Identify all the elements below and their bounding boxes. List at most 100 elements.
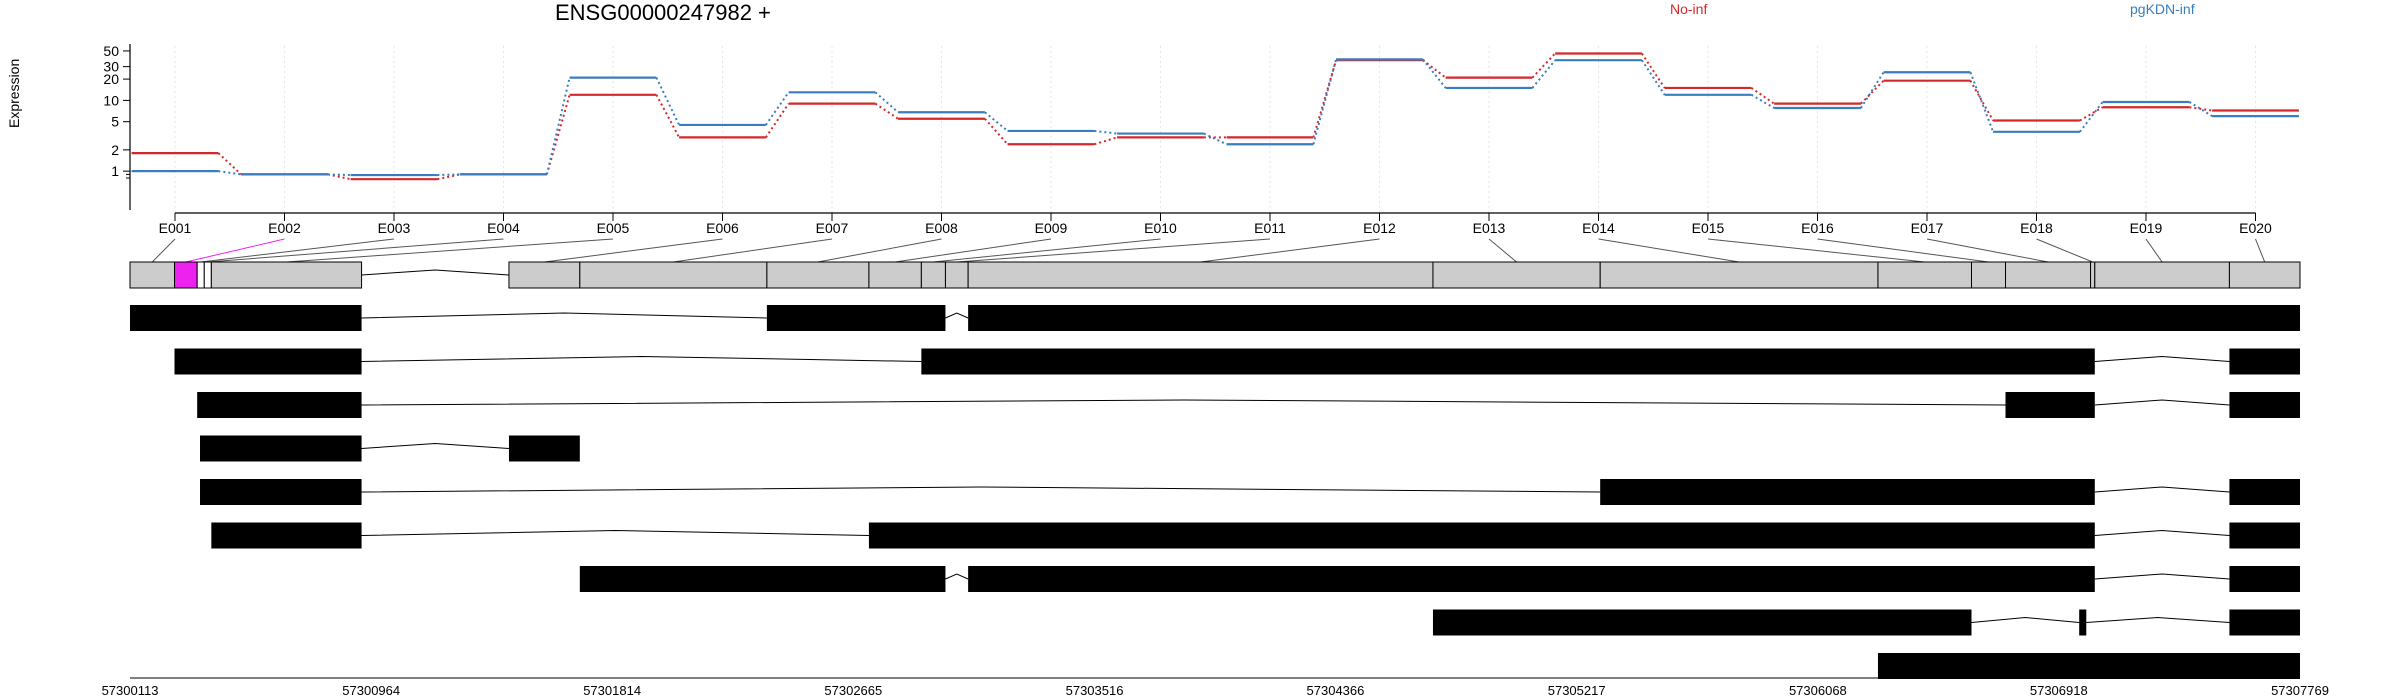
transcript-exon	[200, 435, 362, 462]
series-connector	[217, 152, 242, 176]
exon-tick-label: E015	[1692, 220, 1725, 236]
exon-tick-label: E017	[1911, 220, 1944, 236]
exon-connector	[1707, 238, 1925, 263]
exon-connector	[544, 238, 723, 263]
genomic-tick-label: 57305217	[1548, 683, 1606, 698]
gene-exon-box	[1599, 261, 1879, 289]
gene-exon-box	[1970, 261, 2007, 289]
series-connector	[874, 91, 899, 113]
exon-tick-label: E018	[2020, 220, 2053, 236]
transcript-exon	[2229, 392, 2300, 418]
y-tick-label: 5	[111, 114, 119, 130]
transcript-exon	[130, 305, 362, 331]
series-connector	[1750, 93, 1775, 109]
exon-tick-label: E008	[925, 220, 958, 236]
series-connector	[1312, 59, 1338, 145]
genomic-tick-label: 57307769	[2271, 683, 2329, 698]
genomic-tick-label: 57306068	[1789, 683, 1847, 698]
y-tick-label: 30	[103, 59, 119, 75]
genomic-tick-label: 57306918	[2030, 683, 2088, 698]
exon-connector	[2255, 238, 2266, 263]
series-connector	[984, 118, 1009, 145]
exon-tick-label: E012	[1363, 220, 1396, 236]
series-connector	[655, 94, 680, 138]
exon-connector	[2145, 238, 2163, 263]
transcript-exon	[2229, 479, 2300, 505]
series-connector	[765, 103, 790, 138]
transcript-intron	[2094, 355, 2230, 362]
transcript-intron	[945, 312, 969, 319]
legend-entry-no-inf: No-inf	[1670, 1, 1708, 17]
exon-connectors	[151, 238, 2266, 263]
series-connector	[1203, 132, 1228, 146]
series-connector	[1860, 71, 1885, 109]
series-connector	[1750, 87, 1775, 105]
exon-connector	[151, 238, 176, 263]
y-tick-label: 1	[111, 163, 119, 179]
exon-tick-label: E019	[2130, 220, 2163, 236]
transcript-intron	[361, 529, 869, 536]
exon-tick-label: E014	[1582, 220, 1615, 236]
exon-connector	[2036, 238, 2093, 263]
y-tick-label: 50	[103, 43, 119, 59]
gene-exon-box	[2228, 261, 2301, 289]
transcript-exon	[868, 522, 2095, 549]
exon-tick-label: E020	[2239, 220, 2272, 236]
gene-exon-box	[203, 261, 212, 289]
legend-entry-pgkdn-inf: pgKDN-inf	[2130, 1, 2195, 17]
series-connector	[545, 77, 571, 175]
transcript-intron	[361, 355, 922, 362]
series-connector	[327, 173, 351, 181]
transcript-exon	[579, 566, 946, 592]
series-connector	[1641, 52, 1666, 89]
series-connector	[2079, 106, 2104, 122]
series-connector	[1094, 129, 1118, 135]
exon-connector	[1598, 238, 1740, 263]
exon-connector	[817, 238, 942, 263]
series-connector	[655, 77, 681, 126]
series-connector	[2079, 101, 2104, 133]
transcript-exon	[968, 305, 2300, 331]
gene-intron	[361, 269, 509, 276]
genomic-axis: 57300113 57300964 57301814 57302665 57303516…	[102, 677, 2329, 698]
gene-exon-box	[967, 261, 1434, 289]
grid-lines	[174, 46, 2256, 213]
transcript-exon	[2079, 609, 2087, 636]
transcript-exon	[2229, 522, 2300, 549]
series-connector	[327, 173, 351, 177]
exon-connector	[895, 238, 1052, 263]
transcript-exon	[766, 305, 946, 331]
series-connector	[1969, 71, 1995, 133]
transcript-intron	[361, 312, 767, 319]
series-connector	[1422, 59, 1447, 79]
gene-exon-box	[579, 261, 768, 289]
series-connector	[1860, 79, 1885, 105]
transcript-exon	[2005, 392, 2095, 418]
exon-axis: E001 E002 E003 E004 E005 E006 E007 E008 E009 E010…	[159, 212, 2272, 236]
genomic-tick-label: 57300113	[102, 683, 159, 698]
genomic-tick-label: 57302665	[824, 683, 882, 698]
transcript-exon	[200, 479, 362, 505]
exon-tick-label: E003	[378, 220, 411, 236]
exon-tick-label: E016	[1801, 220, 1834, 236]
exon-connector	[207, 238, 504, 263]
transcript-exon	[2229, 609, 2300, 636]
exon-connector	[185, 238, 285, 263]
gene-exon-box	[766, 261, 870, 289]
transcript-intron	[2094, 399, 2230, 406]
transcript-exon	[2229, 566, 2300, 592]
series-connector	[437, 173, 461, 181]
transcript-intron	[2094, 486, 2230, 493]
transcript-intron	[361, 442, 509, 449]
series-connector	[1641, 59, 1666, 96]
exon-tick-label: E001	[159, 220, 192, 236]
y-tick-label: 10	[103, 92, 119, 108]
exon-connector	[933, 238, 1161, 263]
transcript-exon	[508, 435, 580, 462]
series-connector	[545, 94, 571, 175]
transcript-exon	[197, 392, 362, 418]
gene-exon-box	[2005, 261, 2092, 289]
exon-connector	[1817, 238, 1989, 263]
exon-tick-label: E013	[1473, 220, 1506, 236]
